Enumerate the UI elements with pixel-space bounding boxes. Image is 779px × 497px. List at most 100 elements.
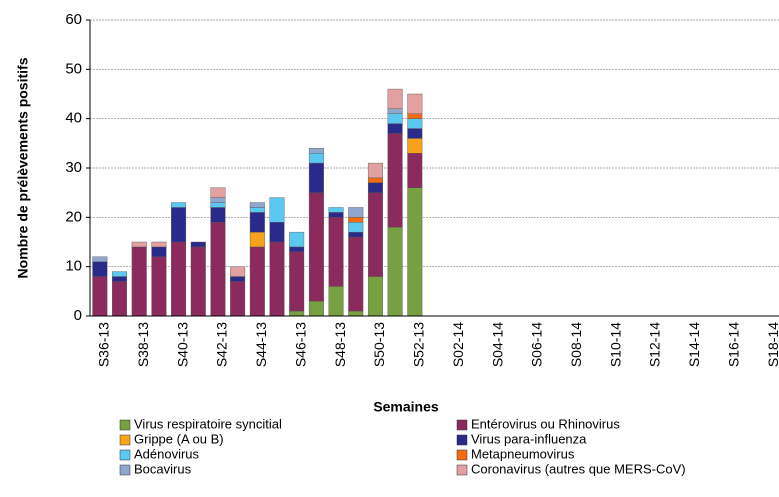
bar-segment [171, 241, 187, 317]
bar-segment [210, 207, 226, 223]
bar-segment [230, 276, 246, 282]
legend-swatch [119, 434, 131, 446]
bar-segment [151, 256, 167, 317]
bar-segment [348, 310, 364, 317]
bar-segment [407, 128, 423, 139]
y-tick-label: 40 [65, 110, 82, 127]
bar-segment [367, 162, 383, 179]
bar-segment [92, 256, 108, 262]
bar-segment [210, 197, 226, 203]
legend-swatch [456, 449, 468, 461]
bar-segment [171, 207, 187, 243]
bar-segment [92, 261, 108, 277]
y-tick-label: 0 [74, 307, 82, 324]
bar-segment [407, 118, 423, 129]
x-tick-label: S46-13 [292, 322, 308, 367]
bar-segment [407, 138, 423, 154]
bar-segment [348, 231, 364, 238]
x-tick-label: S52-13 [411, 322, 427, 367]
bar-segment [308, 192, 324, 302]
bar-segment [407, 113, 423, 119]
bar-segment [289, 246, 305, 253]
bar-segment [308, 148, 324, 154]
bar-segment [249, 212, 265, 233]
bar-segment [348, 236, 364, 312]
x-tick-label: S42-13 [214, 322, 230, 367]
legend-label: Grippe (A ou B) [134, 431, 224, 446]
x-tick-label: S06-14 [529, 322, 545, 367]
x-tick-label: S50-13 [371, 322, 387, 367]
bar-segment [269, 197, 285, 223]
x-tick-label: S08-14 [568, 322, 584, 367]
x-tick-label: S10-14 [607, 322, 623, 367]
bar-segment [367, 276, 383, 317]
bar-segment [348, 222, 364, 233]
bar-segment [112, 276, 128, 282]
bar-segment [348, 207, 364, 218]
bar-segment [387, 113, 403, 124]
bar-segment [249, 207, 265, 213]
bar-segment [407, 93, 423, 114]
bar-segment [230, 266, 246, 277]
legend-swatch [456, 464, 468, 476]
bar-segment [230, 281, 246, 317]
bar-segment [151, 241, 167, 248]
bar-segment [407, 152, 423, 188]
bar-segment [328, 207, 344, 213]
legend-swatch [119, 464, 131, 476]
bar-segment [269, 222, 285, 243]
y-tick-label: 20 [65, 208, 82, 225]
bar-segment [210, 202, 226, 208]
x-tick-label: S16-14 [725, 322, 741, 367]
bar-segment [387, 88, 403, 109]
x-tick-label: S12-14 [647, 322, 663, 367]
bar-segment [328, 217, 344, 287]
x-tick-label: S02-14 [450, 322, 466, 367]
legend-label: Entérovirus ou Rhinovirus [471, 416, 620, 431]
legend-label: Virus para-influenza [471, 431, 587, 446]
bar-segment [151, 246, 167, 258]
legend-label: Virus respiratoire syncitial [134, 416, 282, 431]
bar-segment [131, 241, 147, 248]
bar-segment [367, 177, 383, 184]
legend-swatch [119, 419, 131, 431]
x-axis-label: Semaines [373, 399, 439, 415]
legend-label: Metapneumovirus [471, 446, 575, 461]
bar-segment [112, 281, 128, 317]
y-axis-label: Nombre de prélèvements positifs [15, 57, 31, 278]
bar-segment [131, 246, 147, 317]
bar-segment [367, 192, 383, 277]
bar-segment [210, 222, 226, 317]
bar-segment [387, 226, 403, 317]
bar-segment [249, 246, 265, 317]
y-tick-label: 30 [65, 159, 82, 176]
bar-segment [112, 271, 128, 277]
legend-label: Adénovirus [134, 446, 200, 461]
legend-swatch [119, 449, 131, 461]
bar-segment [190, 246, 206, 317]
legend-label: Bocavirus [134, 461, 192, 476]
legend-label: Coronavirus (autres que MERS-CoV) [471, 461, 686, 476]
bar-segment [367, 182, 383, 193]
bar-segment [348, 217, 364, 223]
bar-segment [210, 187, 226, 198]
bar-segment [387, 133, 403, 228]
bar-segment [308, 301, 324, 317]
legend-swatch [456, 419, 468, 431]
x-tick-label: S44-13 [253, 322, 269, 367]
bar-segment [249, 231, 265, 248]
bar-segment [308, 162, 324, 193]
bar-segment [407, 187, 423, 317]
bar-segment [387, 123, 403, 134]
bar-segment [387, 108, 403, 114]
y-tick-label: 50 [65, 60, 82, 77]
x-tick-label: S14-14 [686, 322, 702, 367]
legend-swatch [456, 434, 468, 446]
bar-segment [289, 231, 305, 248]
bar-segment [190, 241, 206, 248]
y-tick-label: 60 [65, 11, 82, 28]
x-tick-label: S18-14 [765, 322, 779, 367]
x-tick-label: S04-14 [489, 322, 505, 367]
x-tick-label: S36-13 [96, 322, 112, 367]
